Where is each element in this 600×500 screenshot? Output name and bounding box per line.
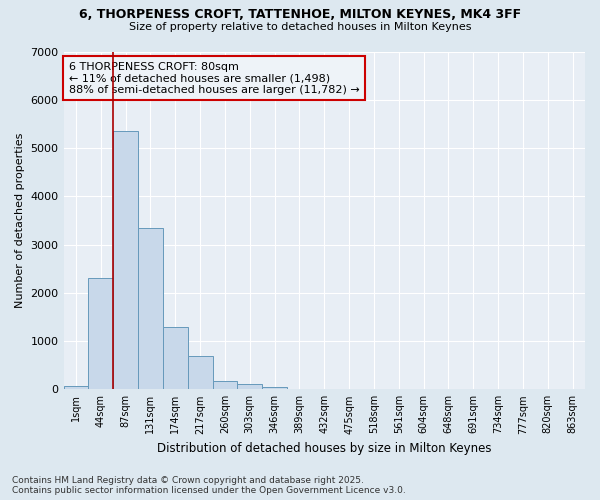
- Bar: [138, 228, 163, 390]
- Bar: [88, 278, 113, 390]
- Bar: [113, 131, 138, 390]
- Text: Contains HM Land Registry data © Crown copyright and database right 2025.
Contai: Contains HM Land Registry data © Crown c…: [12, 476, 406, 495]
- Text: Size of property relative to detached houses in Milton Keynes: Size of property relative to detached ho…: [129, 22, 471, 32]
- X-axis label: Distribution of detached houses by size in Milton Keynes: Distribution of detached houses by size …: [157, 442, 491, 455]
- Text: 6, THORPENESS CROFT, TATTENHOE, MILTON KEYNES, MK4 3FF: 6, THORPENESS CROFT, TATTENHOE, MILTON K…: [79, 8, 521, 20]
- Bar: [262, 387, 287, 390]
- Bar: [188, 356, 212, 390]
- Text: 6 THORPENESS CROFT: 80sqm
← 11% of detached houses are smaller (1,498)
88% of se: 6 THORPENESS CROFT: 80sqm ← 11% of detac…: [69, 62, 359, 95]
- Bar: [238, 384, 262, 390]
- Y-axis label: Number of detached properties: Number of detached properties: [15, 132, 25, 308]
- Bar: [212, 380, 238, 390]
- Bar: [64, 386, 88, 390]
- Bar: [163, 326, 188, 390]
